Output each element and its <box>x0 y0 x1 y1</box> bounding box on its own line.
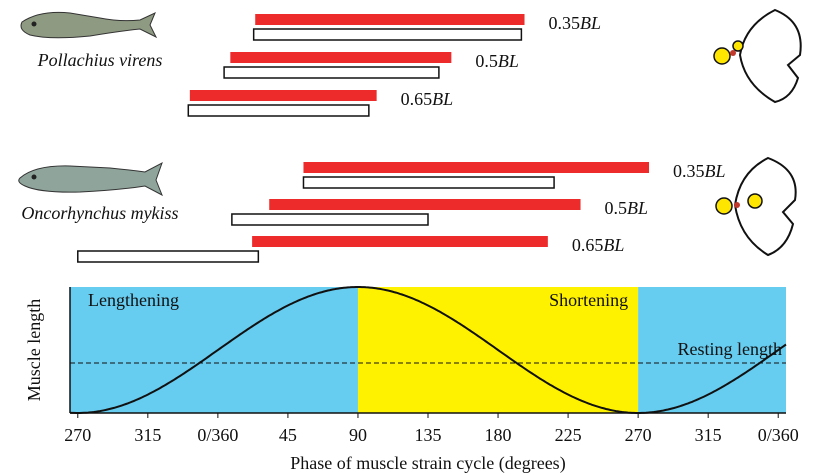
emg-bar <box>252 236 548 247</box>
x-tick-label: 315 <box>695 425 722 445</box>
x-tick-label: 0/360 <box>197 425 238 445</box>
position-value: 0.65 <box>572 235 604 255</box>
cross-section-2 <box>715 156 797 257</box>
emg-bar <box>303 162 650 173</box>
x-tick-label: 270 <box>64 425 91 445</box>
position-label: 0.5BL <box>475 51 519 71</box>
resting-length-label: Resting length <box>678 339 783 359</box>
cross-section-1 <box>713 8 802 104</box>
phase-region <box>70 287 358 413</box>
species-name: Pollachius virens <box>37 50 163 70</box>
position-unit: BL <box>603 235 624 255</box>
position-value: 0.5 <box>605 198 628 218</box>
position-unit: BL <box>580 13 601 33</box>
y-axis-label: Muscle length <box>24 299 44 401</box>
position-unit: BL <box>627 198 648 218</box>
x-tick-label: 225 <box>555 425 582 445</box>
strain-bar <box>231 213 429 226</box>
region-label: Lengthening <box>88 290 179 310</box>
strain-bar <box>302 176 555 189</box>
strain-curve <box>69 286 787 414</box>
position-label: 0.65BL <box>401 89 454 109</box>
position-value: 0.35 <box>549 13 581 33</box>
region-label: Shortening <box>549 290 628 310</box>
position-unit: BL <box>432 89 453 109</box>
fish-pollachius <box>20 11 158 39</box>
species-name: Oncorhynchus mykiss <box>21 203 178 223</box>
strain-bar <box>223 66 440 79</box>
x-tick-label: 135 <box>415 425 442 445</box>
position-value: 0.65 <box>401 89 433 109</box>
position-label: 0.65BL <box>572 235 625 255</box>
position-unit: BL <box>498 51 519 71</box>
strain-bar <box>77 250 260 263</box>
x-axis-label: Phase of muscle strain cycle (degrees) <box>290 453 565 474</box>
emg-bar <box>189 90 377 101</box>
strain-bar <box>187 104 370 117</box>
strain-bar <box>252 28 523 41</box>
x-tick-label: 180 <box>485 425 512 445</box>
x-tick-label: 315 <box>134 425 161 445</box>
position-unit: BL <box>705 161 726 181</box>
position-value: 0.35 <box>673 161 705 181</box>
position-value: 0.5 <box>475 51 498 71</box>
x-tick-label: 90 <box>349 425 367 445</box>
position-label: 0.35BL <box>549 13 602 33</box>
x-tick-label: 45 <box>279 425 297 445</box>
x-tick-label: 270 <box>625 425 652 445</box>
position-label: 0.5BL <box>605 198 649 218</box>
emg-bar <box>269 199 581 210</box>
emg-bar <box>230 52 452 63</box>
fish-oncorhynchus <box>18 161 163 197</box>
position-label: 0.35BL <box>673 161 726 181</box>
x-tick-label: 0/360 <box>758 425 799 445</box>
emg-bar <box>255 14 525 25</box>
